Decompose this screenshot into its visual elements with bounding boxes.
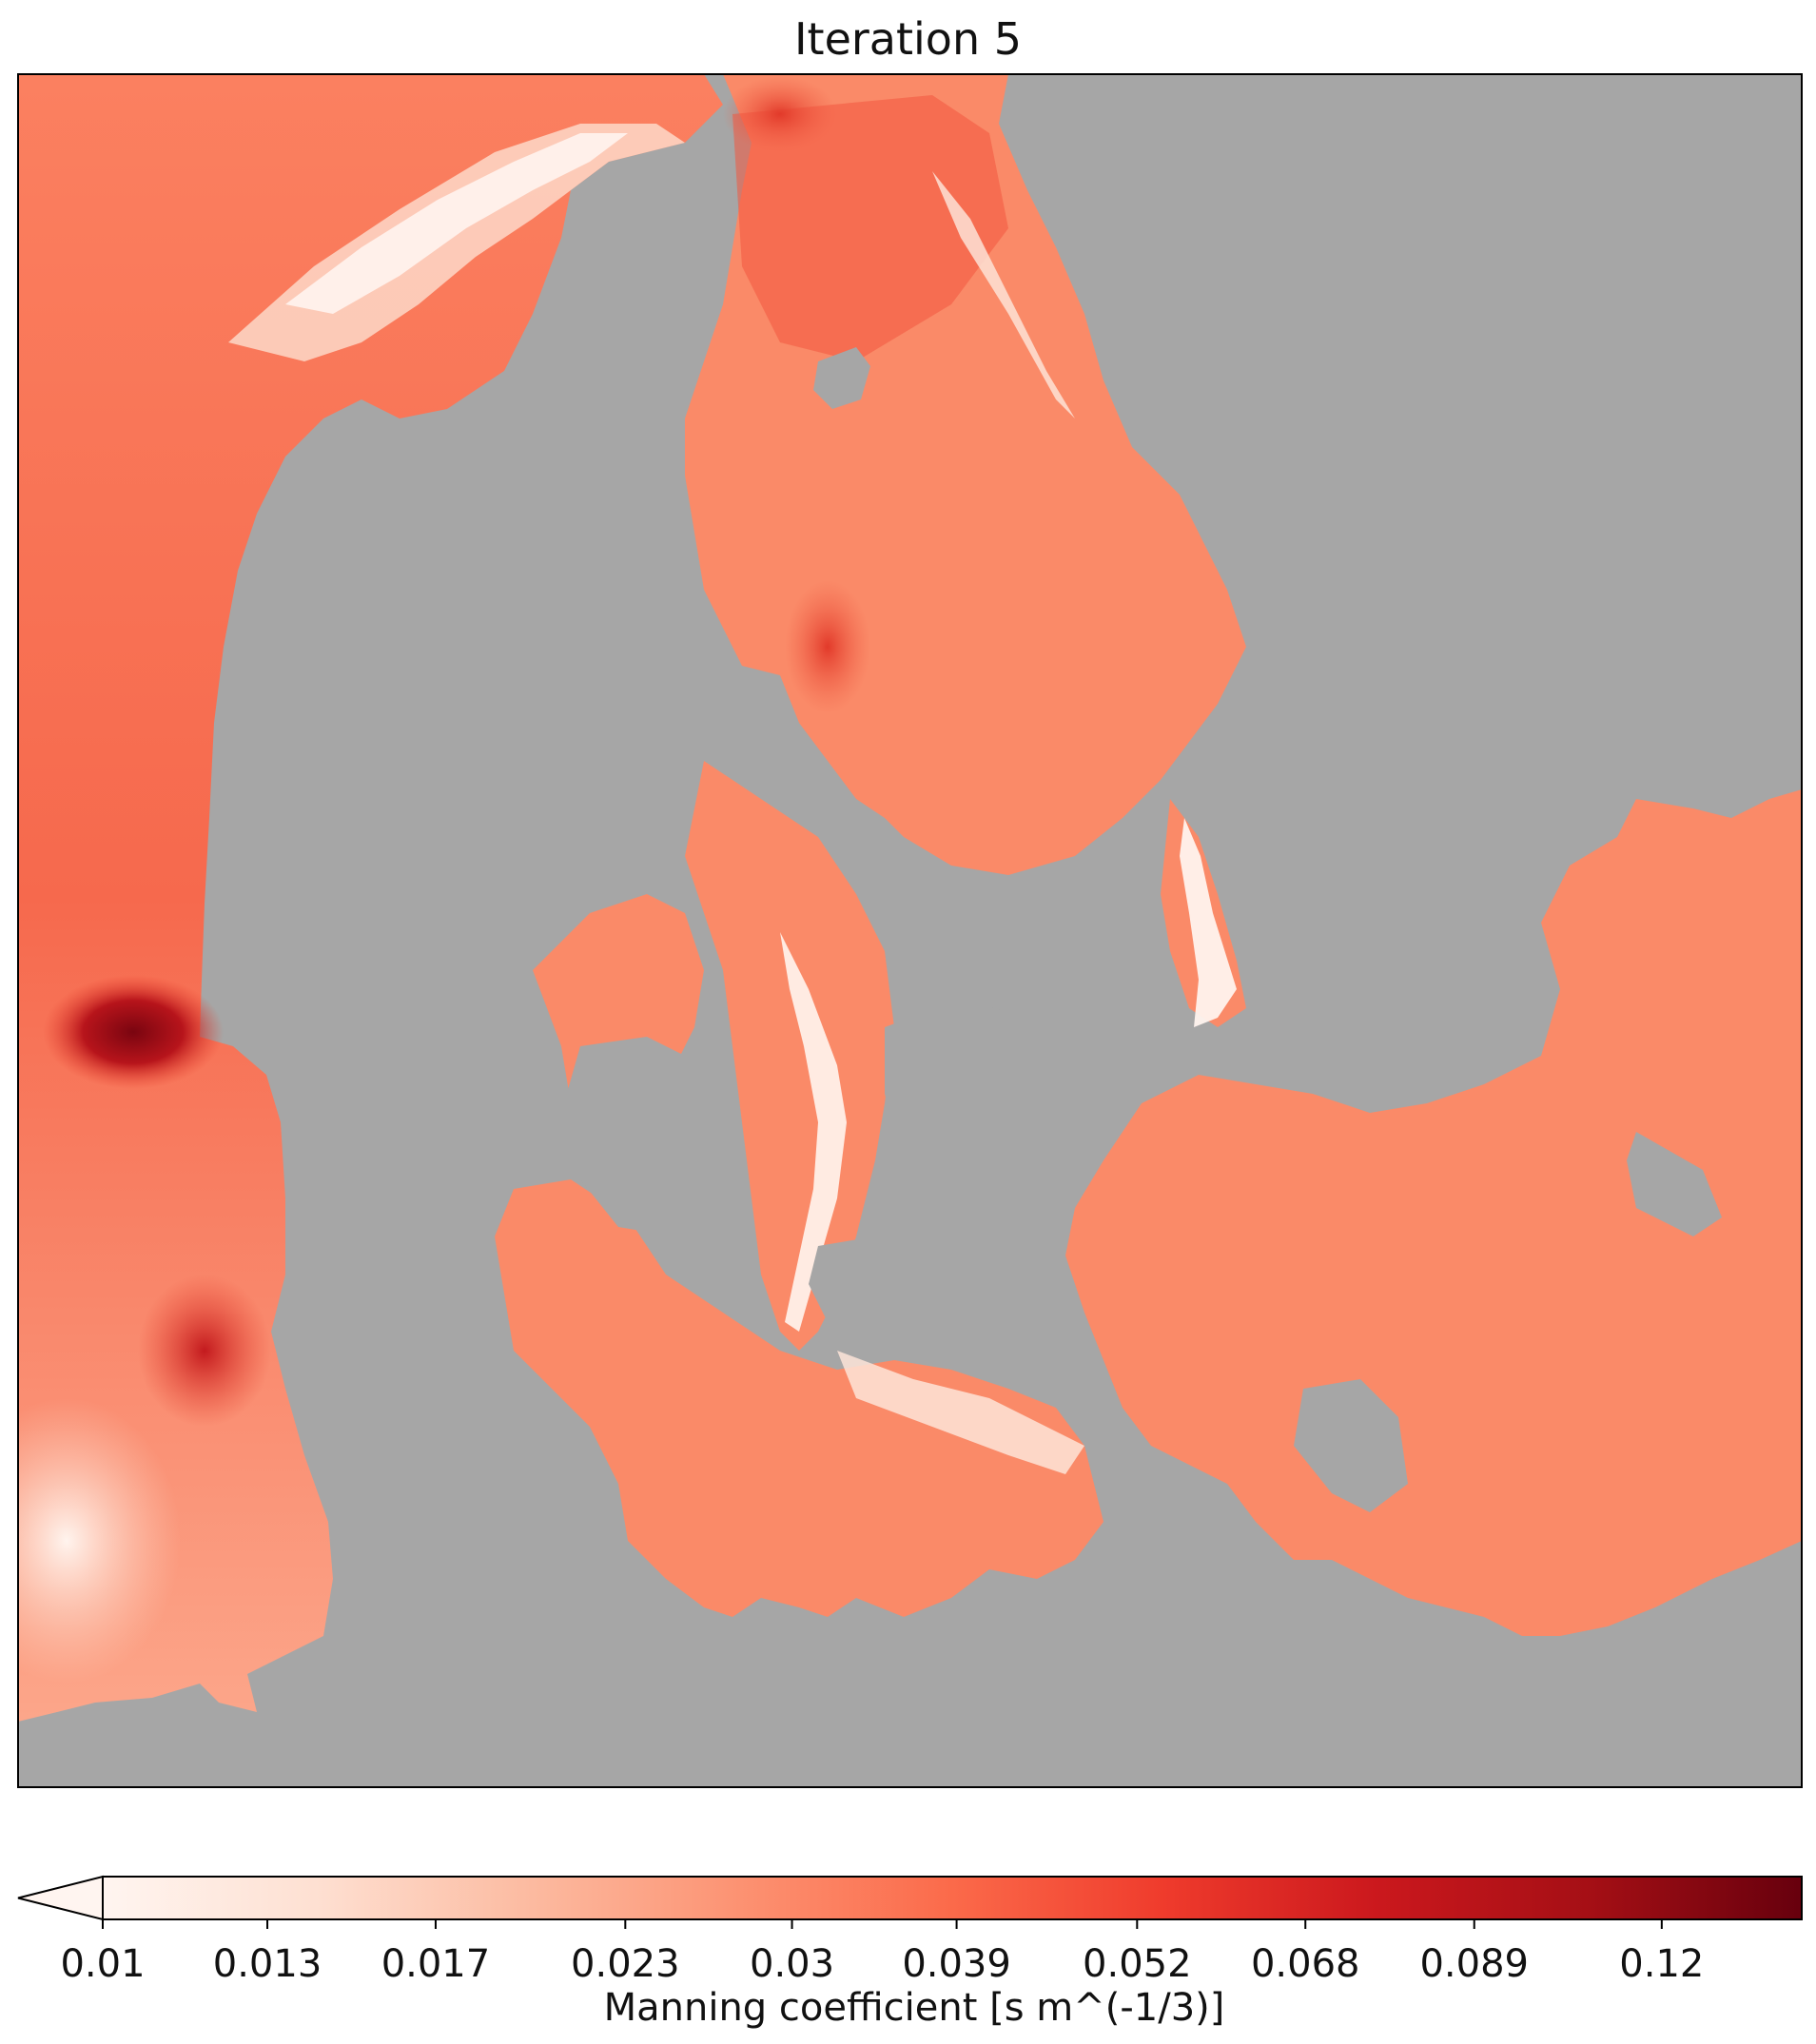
colorbar-tick-label: 0.01 — [60, 1942, 145, 1986]
baltic-water — [1065, 789, 1802, 1636]
colorbar-label: Manning coefficient [s m^(-1/3)] — [604, 1986, 1225, 2030]
plot-title: Iteration 5 — [793, 13, 1022, 65]
hotspot-west-1 — [43, 975, 224, 1089]
kattegat-island — [813, 347, 870, 409]
skagerrak-white-core — [285, 133, 628, 314]
oresund-pale-streak — [1180, 818, 1237, 1027]
baltic-land-patch — [1627, 1132, 1722, 1236]
funen-island — [561, 1037, 732, 1236]
colorbar-tick-label: 0.12 — [1619, 1942, 1704, 1986]
colorbar-gradient — [102, 1876, 1803, 1920]
great-belt-pale-streak — [780, 932, 847, 1332]
colorbar-tick-label: 0.039 — [902, 1942, 1011, 1986]
kattegat-pale-streak — [932, 171, 1075, 419]
map-frame — [17, 73, 1803, 1788]
hotspot-kattegat-1 — [723, 76, 837, 152]
great-belt-water — [685, 761, 894, 1351]
colorbar-tick-label: 0.013 — [213, 1942, 322, 1986]
colorbar-group: 0.01 0.013 0.017 0.023 0.03 0.039 0.052 0.068 0.… — [17, 1875, 1803, 2030]
hotspot-west-2 — [138, 1275, 271, 1427]
colorbar-tick-label: 0.089 — [1419, 1942, 1529, 1986]
colorbar-tick-label: 0.068 — [1251, 1942, 1360, 1986]
map-panel — [17, 73, 1803, 1788]
hotspot-kattegat-2 — [785, 580, 870, 713]
baltic-south-land — [1294, 1379, 1408, 1512]
lolland-island — [809, 1236, 951, 1341]
colorbar-tick-label: 0.03 — [750, 1942, 834, 1986]
colorbar-tick-label: 0.052 — [1083, 1942, 1192, 1986]
kattegat-north-warm — [732, 95, 1008, 361]
fehmarn-pale-streak — [837, 1351, 1084, 1474]
colorbar-tick-label: 0.017 — [381, 1942, 491, 1986]
zealand-island — [885, 999, 1094, 1179]
archipelago-south-water — [495, 1179, 1103, 1617]
colorbar-tick-label: 0.023 — [571, 1942, 680, 1986]
colorbar-extend-arrow — [17, 1875, 104, 1921]
pale-patch-southwest — [18, 1398, 181, 1684]
